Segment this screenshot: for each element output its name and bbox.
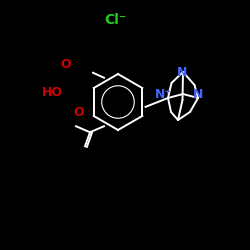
Text: N: N bbox=[193, 88, 203, 102]
Text: O: O bbox=[61, 58, 71, 70]
Text: N⁺: N⁺ bbox=[154, 88, 172, 102]
Text: O: O bbox=[74, 106, 84, 118]
Text: HO: HO bbox=[42, 86, 62, 98]
Text: Cl⁻: Cl⁻ bbox=[104, 13, 126, 27]
Text: N: N bbox=[177, 66, 187, 78]
